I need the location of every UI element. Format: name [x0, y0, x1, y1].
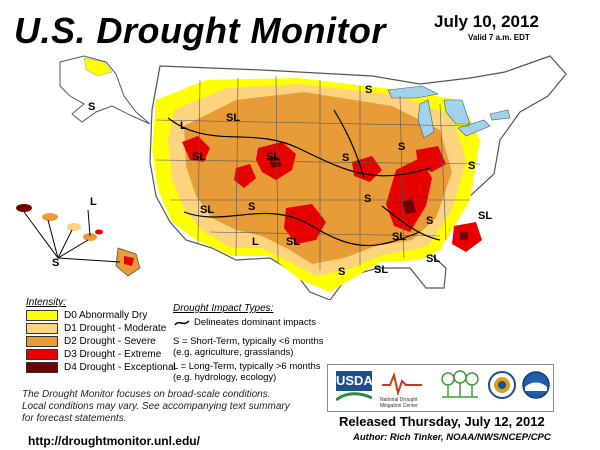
footnote-line-2: Local conditions may vary. See accompany… [22, 401, 290, 412]
label-s-hawaii: S [52, 257, 59, 269]
label-s-north: S [365, 84, 372, 96]
hawaii-region [16, 204, 141, 277]
map-date: July 10, 2012 [434, 12, 539, 31]
label-s-east: S [468, 160, 475, 172]
source-url: http://droughtmonitor.unl.edu/ [28, 434, 200, 448]
legend-label-d2: D2 Drought - Severe [64, 336, 156, 347]
footnote: The Drought Monitor focuses on broad-sca… [22, 389, 322, 425]
long-term-label: L = Long-Term, typically >6 months [173, 361, 321, 372]
legend-item-d2: D2 Drought - Severe [26, 336, 156, 347]
trees-logo-icon [441, 370, 479, 398]
label-s-southwest: S [248, 201, 255, 213]
long-term-example: (e.g. hydrology, ecology) [173, 372, 277, 383]
label-sl-gulf: SL [374, 264, 388, 276]
impact-line-label: Delineates dominant impacts [194, 317, 316, 328]
legend-label-d3: D3 Drought - Extreme [64, 349, 162, 360]
legend-label-d4: D4 Drought - Exceptional [64, 362, 176, 373]
ndmc-logo-icon [382, 371, 422, 395]
label-sl-west: SL [192, 151, 206, 163]
label-sl-carolinas: SL [478, 210, 492, 222]
map-title: U.S. Drought Monitor [14, 10, 386, 51]
label-s-texas-coast: S [338, 266, 345, 278]
legend-swatch-d3 [26, 349, 58, 360]
impact-line-icon [174, 320, 190, 326]
author-credit: Author: Rich Tinker, NOAA/NWS/NCEP/CPC [353, 432, 551, 443]
label-s-central: S [342, 152, 349, 164]
legend-label-d1: D1 Drought - Moderate [64, 323, 167, 334]
release-date: Released Thursday, July 12, 2012 [339, 414, 545, 429]
label-l-northwest: L [180, 120, 187, 132]
label-sl-idaho: SL [226, 112, 240, 124]
short-term-label: S = Short-Term, typically <6 months [173, 336, 324, 347]
label-sl-texas: SL [286, 236, 300, 248]
legend-item-d0: D0 Abnormally Dry [26, 310, 147, 321]
legend-swatch-d0 [26, 310, 58, 321]
legend-label-d0: D0 Abnormally Dry [64, 310, 148, 321]
label-sl-southwest: SL [200, 204, 214, 216]
footnote-line-1: The Drought Monitor focuses on broad-sca… [22, 389, 271, 400]
partner-logos: USDA National Drought Mitigation Center [327, 364, 554, 412]
intensity-title: Intensity: [26, 297, 67, 308]
legend-item-d1: D1 Drought - Moderate [26, 323, 166, 334]
label-s-south-central: S [364, 193, 371, 205]
short-term-example: (e.g. agriculture, grasslands) [173, 347, 294, 358]
drought-map: L S S S L SL SL SL SL S L SL S S S S S S… [16, 55, 567, 300]
ndmc-label: National Drought Mitigation Center [380, 397, 418, 409]
footnote-line-3: for forecast statements. [22, 413, 127, 424]
label-sl-florida: SL [426, 253, 440, 265]
conus-region [149, 55, 567, 300]
legend-item-d4: D4 Drought - Exceptional [26, 362, 176, 373]
label-s-midwest: S [398, 141, 405, 153]
label-sl-colorado: SL [266, 151, 280, 163]
usda-logo: USDA [336, 371, 373, 391]
legend-swatch-d2 [26, 336, 58, 347]
commerce-seal-icon [488, 371, 516, 399]
legend-swatch-d4 [26, 362, 58, 373]
legend-swatch-d1 [26, 323, 58, 334]
valid-time: Valid 7 a.m. EDT [468, 33, 530, 42]
label-l-southwest: L [252, 236, 259, 248]
label-sl-mississippi: SL [392, 231, 406, 243]
label-s-southeast: S [426, 215, 433, 227]
usda-swoosh-icon [336, 392, 372, 402]
label-l-hawaii: L [90, 196, 97, 208]
noaa-logo-icon [522, 371, 550, 399]
legend-item-d3: D3 Drought - Extreme [26, 349, 161, 360]
alaska-region [59, 55, 151, 125]
label-s-alaska: S [88, 101, 95, 113]
impact-title: Drought Impact Types: [173, 303, 274, 314]
